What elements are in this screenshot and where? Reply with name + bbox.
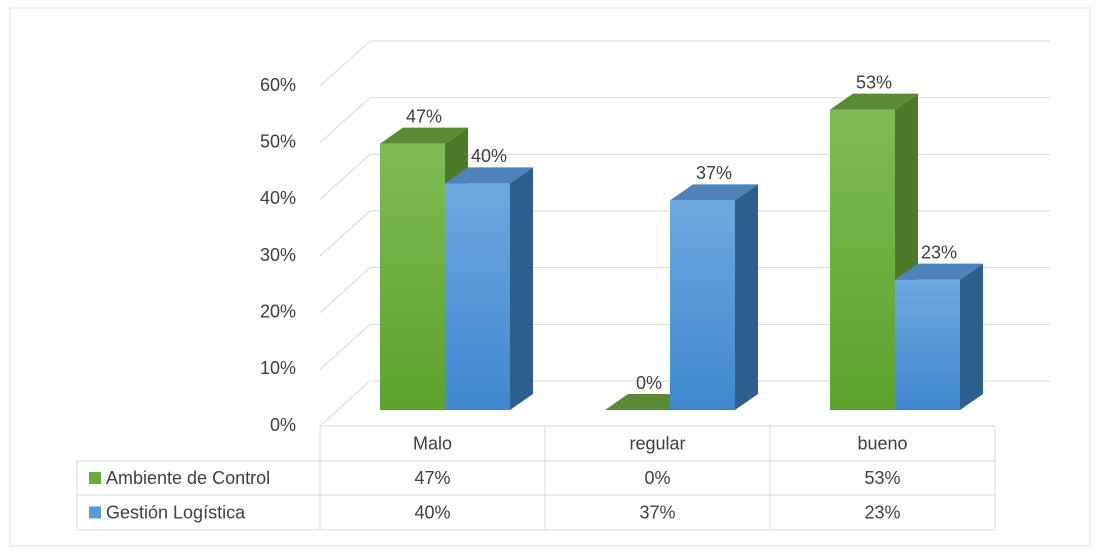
y-tick-label: 30% xyxy=(260,245,296,265)
table-cell: 23% xyxy=(864,502,900,522)
bar-side xyxy=(510,167,533,410)
grid-line xyxy=(319,380,371,427)
y-tick-label: 50% xyxy=(260,131,296,151)
y-tick-label: 40% xyxy=(260,188,296,208)
y-tick-label: 10% xyxy=(260,358,296,378)
legend-label: Gestión Logística xyxy=(106,502,246,522)
data-label: 47% xyxy=(406,106,442,126)
table-cell: 0% xyxy=(644,468,670,488)
bar-top xyxy=(445,167,533,184)
table-cell: 40% xyxy=(414,502,450,522)
bar xyxy=(895,279,960,410)
bar xyxy=(830,109,895,411)
bar-top xyxy=(895,263,983,280)
category-label: bueno xyxy=(857,433,907,453)
data-label: 53% xyxy=(856,72,892,92)
table-cell: 37% xyxy=(639,502,675,522)
legend-label: Ambiente de Control xyxy=(106,468,270,488)
y-tick-label: 20% xyxy=(260,301,296,321)
frame xyxy=(9,7,1091,547)
grid-line xyxy=(319,40,371,87)
grid-line xyxy=(319,153,371,200)
bar xyxy=(670,200,735,410)
data-label: 40% xyxy=(471,146,507,166)
bar-side xyxy=(735,184,758,410)
bar-top xyxy=(380,127,468,144)
data-label: 37% xyxy=(696,163,732,183)
table-cell: 53% xyxy=(864,468,900,488)
y-tick-label: 0% xyxy=(270,415,296,435)
legend-swatch xyxy=(89,472,101,484)
grid-line xyxy=(319,267,371,314)
bar xyxy=(380,143,445,410)
data-label: 23% xyxy=(921,242,957,262)
grid-line xyxy=(319,97,371,144)
y-tick-label: 60% xyxy=(260,75,296,95)
category-label: regular xyxy=(629,433,685,453)
bar-top xyxy=(670,184,758,201)
legend-swatch xyxy=(89,506,101,519)
bar xyxy=(445,183,510,410)
data-label: 0% xyxy=(636,373,662,393)
bar-side xyxy=(960,263,983,410)
table-cell: 47% xyxy=(414,468,450,488)
category-label: Malo xyxy=(413,433,452,453)
grid-line xyxy=(319,210,371,257)
grid-line xyxy=(319,323,371,370)
bar-top xyxy=(830,93,918,110)
